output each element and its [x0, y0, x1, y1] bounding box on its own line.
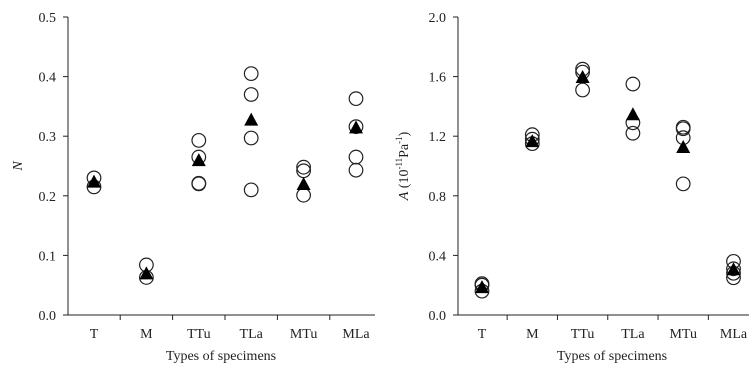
chart-panel-right: 0.0 0.4 0.8 1.2 1.6 2.0 T M TTu TLa MTu MLa Types o…: [394, 11, 749, 364]
right-y-tick-label: 2.0: [429, 11, 447, 26]
right-y-axis-title-symbol: A: [397, 191, 412, 201]
right-y-axis-title-sup1: -11: [394, 158, 404, 170]
left-y-tick-label: 0.5: [39, 11, 57, 26]
right-triangle-point: [575, 70, 590, 84]
right-y-tick-label: 1.2: [429, 130, 447, 145]
right-circle-point: [625, 76, 641, 92]
left-y-tick-label: 0.2: [39, 190, 57, 205]
left-x-tick-label: MTu: [290, 327, 318, 342]
left-triangle-point: [244, 112, 259, 126]
right-x-tick-label: TTu: [571, 327, 595, 342]
chart-panel-left: 0.0 0.1 0.2 0.3 0.4 0.5 T M TTu TLa MTu MLa Types o…: [11, 11, 375, 364]
right-triangle-point: [475, 280, 489, 294]
left-y-tick-label: 0.1: [39, 249, 57, 264]
left-circle-point: [243, 66, 259, 82]
right-y-axis-title: A (10-11Pa-1): [394, 131, 412, 201]
left-circle-point: [348, 162, 364, 178]
right-x-tick-label: T: [478, 327, 487, 342]
left-circle-point: [243, 87, 259, 102]
left-triangle-point: [349, 120, 363, 134]
right-circle-point: [575, 82, 590, 98]
left-x-tick-label: MLa: [342, 327, 370, 342]
right-y-axis-title-end: ): [397, 131, 412, 136]
right-y-axis-title-sup2: -1: [394, 136, 404, 144]
left-circle-point: [348, 119, 364, 135]
left-triangle-point: [191, 153, 206, 167]
left-circle-point: [191, 176, 207, 192]
right-y-tick-label: 0.0: [429, 309, 447, 324]
right-y-axis-title-part2: Pa: [397, 143, 412, 158]
right-data-marks: [474, 61, 741, 299]
right-y-tick-label: 0.4: [429, 249, 447, 264]
left-triangle-point: [296, 177, 311, 191]
left-circle-point: [296, 159, 312, 175]
right-y-tick-label: 0.8: [429, 190, 447, 205]
right-ticks: 0.0 0.4 0.8 1.2 1.6 2.0 T M TTu TLa MTu MLa: [429, 11, 748, 342]
right-triangle-point: [676, 140, 691, 154]
left-y-tick-label: 0.0: [39, 309, 57, 324]
right-triangle-point: [625, 107, 640, 121]
left-circle-point: [243, 130, 259, 146]
left-circle-point: [348, 149, 364, 165]
right-y-axis-title-part1: (10: [397, 170, 412, 192]
left-circle-point: [348, 91, 364, 107]
left-y-tick-label: 0.4: [39, 71, 57, 86]
right-circle-point: [625, 125, 641, 141]
left-triangle-point: [87, 174, 101, 188]
right-circle-point: [675, 176, 691, 192]
right-x-tick-label: TLa: [621, 327, 645, 342]
left-x-axis-title: Types of specimens: [166, 349, 276, 364]
left-triangle-point: [139, 266, 154, 280]
left-circle-point: [191, 132, 207, 148]
left-y-axis-title: N: [11, 161, 26, 172]
left-x-tick-label: TTu: [187, 327, 211, 342]
right-y-tick-label: 1.6: [429, 71, 447, 86]
left-circle-point: [243, 182, 259, 198]
right-circle-point: [675, 121, 691, 137]
left-circle-point: [296, 187, 312, 203]
right-circle-point: [726, 261, 741, 277]
right-triangle-point: [525, 134, 540, 148]
right-x-tick-label: MTu: [669, 327, 697, 342]
left-ticks: 0.0 0.1 0.2 0.3 0.4 0.5 T M TTu TLa MTu MLa: [39, 11, 371, 342]
left-data-marks: [86, 66, 364, 285]
right-x-tick-label: M: [526, 327, 539, 342]
right-x-tick-label: MLa: [720, 327, 748, 342]
left-x-tick-label: M: [140, 327, 153, 342]
right-x-axis-title: Types of specimens: [557, 349, 667, 364]
left-y-tick-label: 0.3: [39, 130, 57, 145]
right-triangle-point: [726, 262, 741, 276]
left-x-tick-label: T: [90, 327, 99, 342]
left-x-tick-label: TLa: [240, 327, 264, 342]
left-circle-point: [296, 163, 312, 179]
